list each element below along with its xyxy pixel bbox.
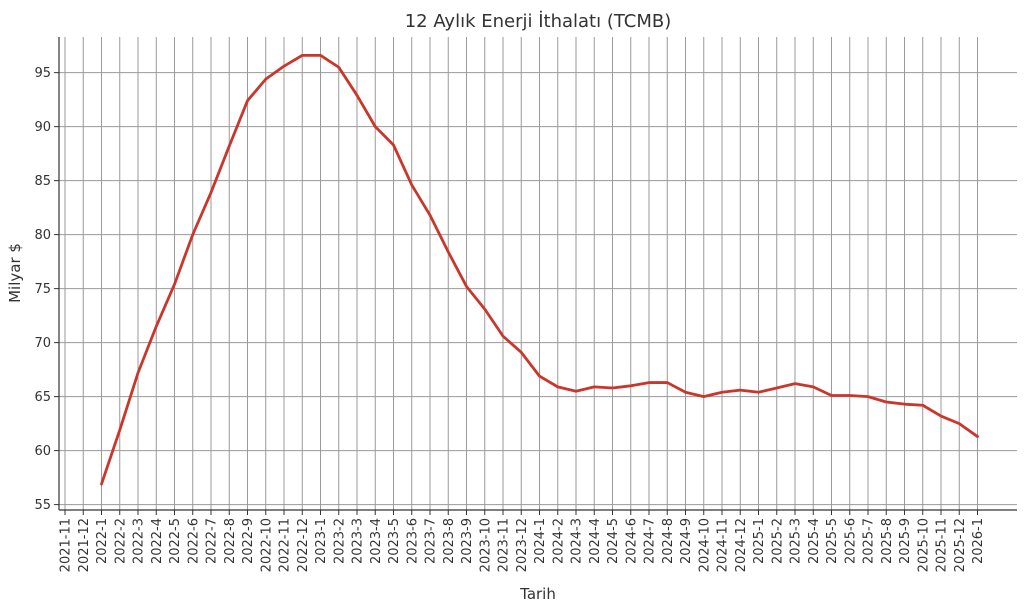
x-tick-label: 2022-2 <box>113 518 128 564</box>
y-tick-label: 80 <box>34 228 51 243</box>
x-tick-label: 2023-9 <box>460 518 475 564</box>
x-tick-label: 2023-6 <box>405 518 420 564</box>
y-axis-label: Milyar $ <box>6 243 24 303</box>
x-tick-label: 2025-7 <box>862 518 877 564</box>
x-tick-label: 2025-3 <box>789 518 804 564</box>
x-ticks: 2021-11 2021-12 2022-1 2022-2 2022-3 2022-4 20… <box>59 510 986 572</box>
x-tick-label: 2022-5 <box>168 518 183 564</box>
x-tick-label: 2025-4 <box>807 518 822 564</box>
x-tick-label: 2023-1 <box>314 518 329 564</box>
x-tick-label: 2024-1 <box>533 518 548 564</box>
x-tick-label: 2025-12 <box>953 518 968 572</box>
x-tick-label: 2026-1 <box>971 518 986 564</box>
x-tick-label: 2022-9 <box>241 518 256 564</box>
x-tick-label: 2023-2 <box>332 518 347 564</box>
x-gridlines <box>64 37 978 510</box>
x-tick-label: 2024-6 <box>624 518 639 564</box>
x-tick-label: 2025-5 <box>825 518 840 564</box>
y-tick-label: 75 <box>34 282 51 297</box>
x-tick-label: 2024-2 <box>551 518 566 564</box>
series-layer <box>100 53 979 486</box>
x-tick-label: 2022-8 <box>223 518 238 564</box>
series-line <box>100 53 979 486</box>
y-tick-label: 85 <box>34 174 51 189</box>
x-tick-label: 2022-4 <box>150 518 165 564</box>
x-tick-label: 2025-2 <box>770 518 785 564</box>
y-tick-label: 65 <box>34 390 51 405</box>
chart-title: 12 Aylık Enerji İthalatı (TCMB) <box>405 11 672 32</box>
x-tick-label: 2025-8 <box>880 518 895 564</box>
x-tick-label: 2023-7 <box>424 518 439 564</box>
x-tick-label: 2025-9 <box>898 518 913 564</box>
x-tick-label: 2024-11 <box>716 518 731 572</box>
x-tick-label: 2022-10 <box>259 518 274 572</box>
y-gridlines <box>59 72 1017 506</box>
x-tick-label: 2024-5 <box>606 518 621 564</box>
y-tick-label: 95 <box>34 66 51 81</box>
x-tick-label: 2023-11 <box>497 518 512 572</box>
x-tick-label: 2021-11 <box>59 518 74 572</box>
x-tick-label: 2022-11 <box>278 518 293 572</box>
y-tick-label: 70 <box>34 336 51 351</box>
x-tick-label: 2022-7 <box>205 518 220 564</box>
x-tick-label: 2022-1 <box>95 518 110 564</box>
x-tick-label: 2024-7 <box>643 518 658 564</box>
x-tick-label: 2021-12 <box>77 518 92 572</box>
x-tick-label: 2023-10 <box>478 518 493 572</box>
x-tick-label: 2025-1 <box>752 518 767 564</box>
x-tick-label: 2024-4 <box>588 518 603 564</box>
x-tick-label: 2022-6 <box>186 518 201 564</box>
x-tick-label: 2023-3 <box>351 518 366 564</box>
x-axis-label: Tarih <box>519 585 556 603</box>
y-tick-label: 55 <box>34 498 51 513</box>
x-tick-label: 2023-12 <box>515 518 530 572</box>
x-tick-label: 2023-8 <box>442 518 457 564</box>
x-tick-label: 2024-12 <box>734 518 749 572</box>
x-tick-label: 2024-8 <box>661 518 676 564</box>
x-tick-label: 2023-4 <box>369 518 384 564</box>
x-tick-label: 2025-11 <box>935 518 950 572</box>
x-tick-label: 2025-10 <box>916 518 931 572</box>
x-tick-label: 2024-10 <box>697 518 712 572</box>
x-tick-label: 2024-9 <box>679 518 694 564</box>
x-tick-label: 2023-5 <box>387 518 402 564</box>
x-tick-label: 2022-3 <box>132 518 147 564</box>
x-tick-label: 2025-6 <box>843 518 858 564</box>
y-ticks: 55 60 65 70 75 80 85 90 95 <box>34 66 59 513</box>
x-tick-label: 2024-3 <box>570 518 585 564</box>
y-tick-label: 90 <box>34 120 51 135</box>
y-tick-label: 60 <box>34 444 51 459</box>
x-tick-label: 2022-12 <box>296 518 311 572</box>
